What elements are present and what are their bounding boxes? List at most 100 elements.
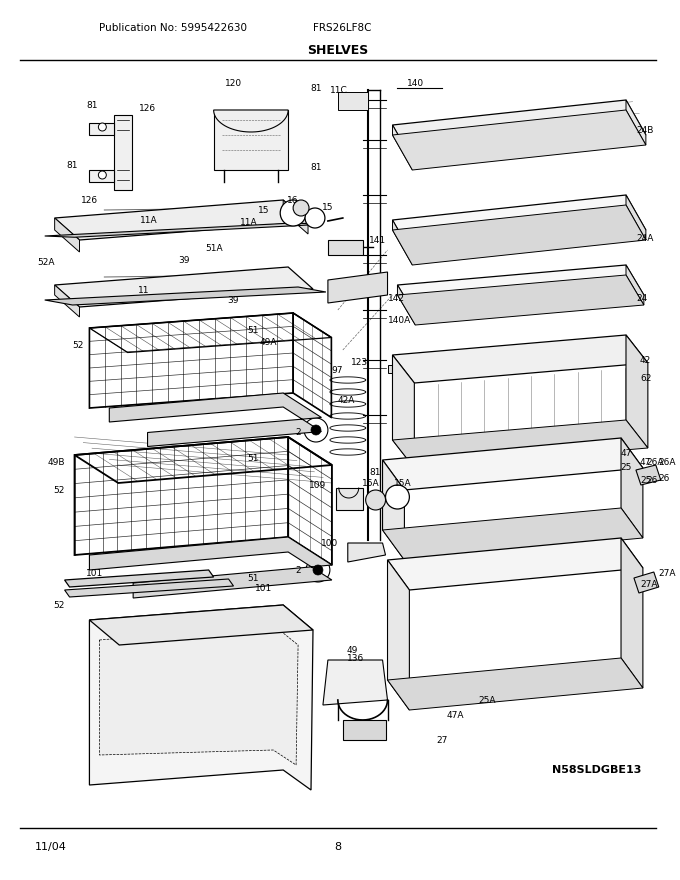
Text: FRS26LF8C: FRS26LF8C (313, 23, 371, 33)
Text: 141: 141 (369, 236, 386, 245)
Polygon shape (392, 110, 646, 170)
Text: 25A: 25A (478, 695, 496, 705)
Polygon shape (109, 393, 322, 446)
Text: 2: 2 (295, 566, 301, 575)
Text: 52A: 52A (37, 258, 54, 267)
Text: 101: 101 (255, 583, 272, 592)
Polygon shape (90, 605, 313, 790)
Polygon shape (99, 625, 298, 765)
Polygon shape (45, 287, 326, 305)
Polygon shape (626, 195, 646, 240)
Polygon shape (392, 220, 412, 265)
Text: 26A: 26A (659, 458, 677, 466)
Circle shape (99, 123, 106, 131)
Polygon shape (388, 365, 422, 373)
Text: 81: 81 (86, 100, 98, 109)
Text: 81: 81 (310, 163, 322, 172)
Text: 11/04: 11/04 (35, 842, 67, 852)
Text: 24B: 24B (636, 126, 653, 135)
Text: 47A: 47A (446, 710, 464, 720)
Text: 109: 109 (309, 480, 326, 489)
Circle shape (366, 490, 386, 510)
Polygon shape (383, 438, 643, 490)
Polygon shape (397, 275, 644, 325)
Text: 120: 120 (225, 78, 242, 87)
Text: 136: 136 (347, 654, 364, 663)
Polygon shape (392, 335, 648, 383)
Text: 52: 52 (53, 600, 65, 610)
Polygon shape (621, 538, 643, 688)
Polygon shape (65, 579, 233, 597)
Text: 51: 51 (248, 453, 259, 463)
Polygon shape (336, 488, 362, 510)
Text: 26A: 26A (646, 458, 664, 466)
Text: 49B: 49B (47, 458, 65, 466)
Text: 25: 25 (621, 463, 632, 472)
Circle shape (306, 558, 330, 582)
Polygon shape (397, 265, 644, 315)
Polygon shape (626, 335, 648, 448)
Polygon shape (392, 205, 646, 265)
Circle shape (304, 418, 328, 442)
Circle shape (280, 200, 306, 226)
Text: N58SLDGBE13: N58SLDGBE13 (551, 765, 641, 775)
Text: 51A: 51A (205, 244, 222, 253)
Polygon shape (54, 200, 308, 240)
Polygon shape (636, 465, 661, 485)
Text: 81: 81 (370, 467, 381, 476)
Text: 126: 126 (139, 104, 156, 113)
Polygon shape (634, 572, 659, 593)
Text: 49: 49 (347, 646, 358, 655)
Text: 51: 51 (248, 326, 259, 334)
Polygon shape (328, 272, 388, 303)
Text: 42: 42 (640, 356, 651, 364)
Text: 39: 39 (178, 255, 190, 265)
Polygon shape (90, 123, 114, 135)
Text: 15: 15 (258, 206, 269, 215)
Circle shape (313, 565, 323, 575)
Polygon shape (388, 658, 643, 710)
Polygon shape (626, 265, 644, 305)
Text: 8: 8 (335, 842, 341, 852)
Text: 81: 81 (310, 84, 322, 92)
Circle shape (293, 200, 309, 216)
Text: 42A: 42A (337, 395, 354, 405)
Text: 126: 126 (81, 195, 98, 204)
Polygon shape (392, 195, 646, 255)
Polygon shape (338, 92, 368, 110)
Polygon shape (347, 543, 386, 562)
Text: 27A: 27A (640, 580, 658, 589)
Polygon shape (65, 570, 214, 587)
Circle shape (386, 485, 409, 509)
Text: 52: 52 (72, 341, 83, 349)
Text: 47: 47 (640, 458, 651, 466)
Circle shape (99, 171, 106, 179)
Circle shape (305, 208, 325, 228)
Text: 27: 27 (437, 736, 448, 744)
Text: 2: 2 (295, 428, 301, 436)
Text: 16A: 16A (362, 479, 379, 488)
Polygon shape (114, 115, 132, 190)
Text: 11C: 11C (330, 85, 347, 94)
Text: 49A: 49A (260, 338, 277, 347)
Polygon shape (388, 560, 409, 710)
Text: 140A: 140A (388, 316, 411, 325)
Polygon shape (621, 438, 643, 538)
Circle shape (311, 425, 321, 435)
Text: 15A: 15A (394, 479, 411, 488)
Text: 11A: 11A (239, 217, 257, 226)
Polygon shape (392, 125, 412, 170)
Text: 11: 11 (138, 285, 150, 295)
Polygon shape (392, 355, 414, 468)
Text: 123: 123 (350, 357, 368, 366)
Text: Publication No: 5995422630: Publication No: 5995422630 (99, 23, 248, 33)
Text: 39: 39 (228, 296, 239, 304)
Text: 27A: 27A (659, 568, 677, 577)
Text: 62: 62 (640, 373, 651, 383)
Text: SHELVES: SHELVES (307, 43, 369, 56)
Polygon shape (388, 538, 643, 590)
Polygon shape (392, 420, 648, 468)
Polygon shape (397, 285, 415, 325)
Polygon shape (323, 660, 388, 705)
Text: 140: 140 (407, 78, 424, 87)
